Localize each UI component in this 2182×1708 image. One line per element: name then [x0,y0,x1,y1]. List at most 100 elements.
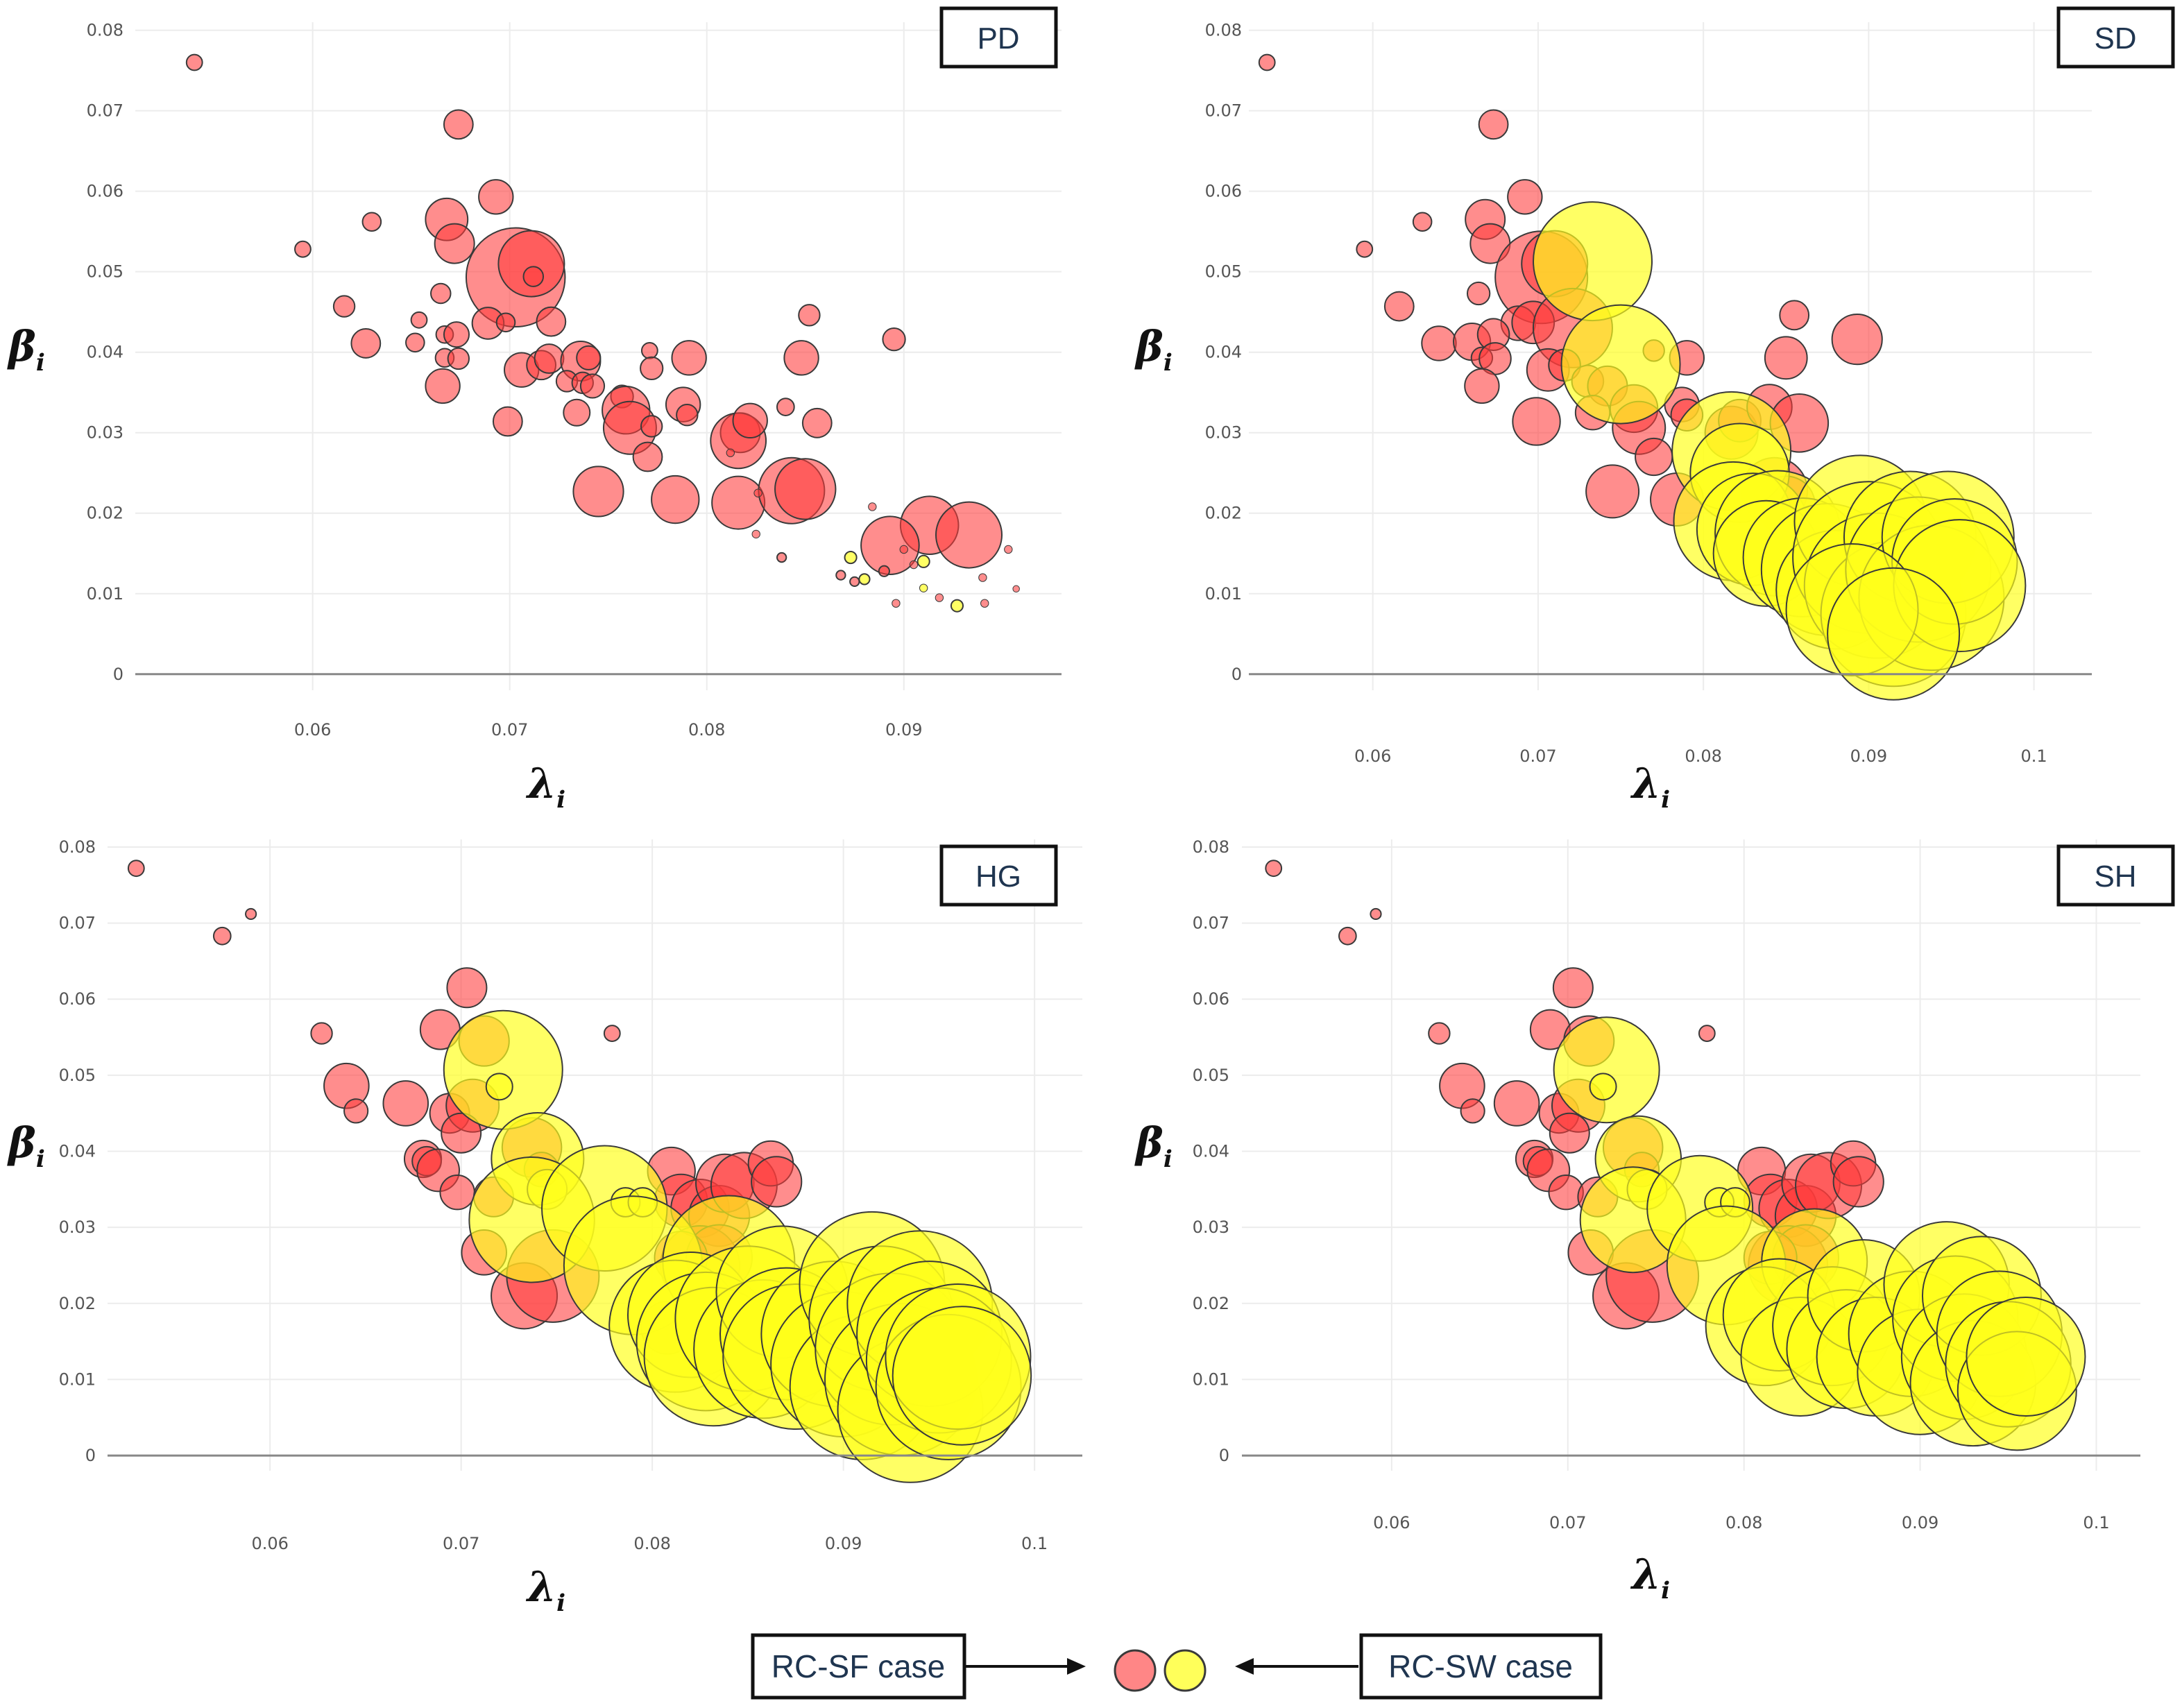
rc-sf-bubble [410,311,428,329]
x-tick-label: 0.07 [491,720,528,740]
x-tick-label: 0.06 [294,720,331,740]
rc-sf-bubble [1464,368,1500,404]
rc-sf-bubble [1493,1080,1540,1127]
y-tick-label: 0 [1219,1446,1229,1465]
y-tick-label: 0.05 [87,262,123,282]
y-tick-label: 0.04 [1205,343,1242,362]
rc-sw-bubble [858,573,871,586]
y-tick-label: 0.01 [59,1369,96,1389]
rc-sf-bubble [860,515,920,575]
rc-sf-bubble [892,599,901,608]
rc-sf-bubble [980,599,989,608]
panel-hg: 0 0.01 0.02 0.03 0.04 0.05 0.06 0.07 0.08 0.06 0.0… [7,837,1082,1617]
rc-sf-bubble [563,398,591,427]
y-tick-label: 0.01 [87,584,123,604]
rc-sf-bubble [492,406,523,437]
panel-pd: 0 0.01 0.02 0.03 0.04 0.05 0.06 0.07 0.08 0.06 0.0… [7,6,1062,814]
rc-sf-bubble [478,179,514,215]
legend: RC-SF case RC-SW case [751,1633,1603,1700]
rc-sf-bubble [1012,585,1020,593]
rc-sf-bubble [776,398,795,416]
rc-sf-bubble [835,570,846,581]
rc-sf-bubble [1265,860,1283,878]
y-tick-label: 0.06 [59,989,96,1009]
bubbles-hg [127,860,1032,1483]
rc-sf-bubble [443,109,474,140]
panel-tag-box-hg [939,844,1058,907]
x-tick-label: 0.07 [1549,1513,1586,1532]
rc-sf-bubble [441,1112,482,1154]
rc-sf-bubble [576,345,602,370]
y-tick-label: 0.07 [87,101,123,121]
rc-sf-bubble [1635,437,1673,477]
rc-sf-bubble [1549,1112,1590,1154]
rc-sf-bubble [878,565,890,577]
y-tick-label: 0.08 [1205,21,1242,40]
rc-sw-bubble [917,554,930,568]
rc-sw-bubble [443,1009,563,1130]
y-tick-label: 0.04 [59,1142,96,1161]
y-tick-label: 0.02 [1205,504,1242,523]
y-tick-label: 0.02 [1193,1294,1229,1313]
rc-sf-bubble [774,458,837,520]
x-tick-label: 0.06 [1373,1513,1410,1532]
axes-sd: 0 0.01 0.02 0.03 0.04 0.05 0.06 0.07 0.08 0.06 0.0… [1205,21,2092,766]
y-tick-label: 0.01 [1205,584,1242,604]
rc-sf-bubble [1832,1156,1884,1208]
rc-sf-bubble [776,552,787,563]
x-tick-label: 0.09 [825,1534,862,1553]
rc-sf-bubble [536,306,567,337]
y-axis-label-sd: βi [1134,323,1173,377]
y-tick-label: 0 [85,1446,96,1465]
x-tick-label: 0.08 [1685,746,1721,766]
grid-hg [108,839,1082,1471]
rc-sf-bubble [522,266,545,287]
x-tick-label: 0.07 [1519,746,1556,766]
y-axis-label-pd: βi [7,323,45,377]
rc-sf-bubble [350,328,382,359]
rc-sf-bubble [676,403,699,427]
rc-sf-bubble [245,907,257,921]
y-tick-label: 0.04 [1193,1142,1229,1161]
x-tick-label: 0.08 [633,1534,670,1553]
rc-sf-bubble [1478,109,1509,140]
y-tick-label: 0.05 [59,1066,96,1085]
rc-sf-bubble [1421,325,1457,361]
y-tick-label: 0.06 [1193,989,1229,1009]
rc-sf-bubble [127,860,145,878]
rc-sf-bubble [443,321,470,348]
y-tick-label: 0.03 [59,1218,96,1237]
y-tick-label: 0.03 [1205,423,1242,443]
rc-sf-bubble [534,343,565,374]
y-tick-label: 0.02 [87,504,123,523]
legend-label-rc-sw: RC-SW case [1388,1648,1573,1684]
rc-sf-bubble [751,1156,803,1208]
rc-sf-bubble [899,545,908,554]
rc-sf-bubble [1466,281,1491,306]
rc-sf-bubble [1412,212,1433,232]
legend-box-rc-sw [1359,1633,1603,1700]
legend-marker-rc-sf [1114,1649,1157,1692]
rc-sf-bubble [405,332,425,353]
rc-sw-bubble [1827,567,1961,701]
rc-sf-bubble [343,1098,369,1124]
legend-marker-rc-sw [1164,1649,1207,1692]
x-tick-label: 0.1 [2083,1513,2109,1532]
rc-sf-bubble [801,407,833,438]
rc-sf-bubble [640,356,664,381]
rc-sf-bubble [361,212,382,232]
rc-sf-bubble [572,466,624,518]
y-tick-label: 0.08 [59,837,96,857]
x-tick-label: 0.1 [2021,746,2047,766]
panel-tag-sh: SH [2094,860,2136,894]
legend-label-rc-sf: RC-SF case [772,1648,945,1684]
y-tick-label: 0.08 [87,21,123,40]
rc-sw-bubble [1533,201,1653,322]
rc-sf-bubble [1338,926,1357,946]
legend-arrowhead-rc-sw [1235,1658,1254,1675]
rc-sf-bubble [382,1080,429,1127]
rc-sf-bubble [640,341,658,359]
rc-sw-bubble [919,583,928,592]
rc-sf-bubble [798,304,821,327]
y-tick-label: 0.05 [1205,262,1242,282]
